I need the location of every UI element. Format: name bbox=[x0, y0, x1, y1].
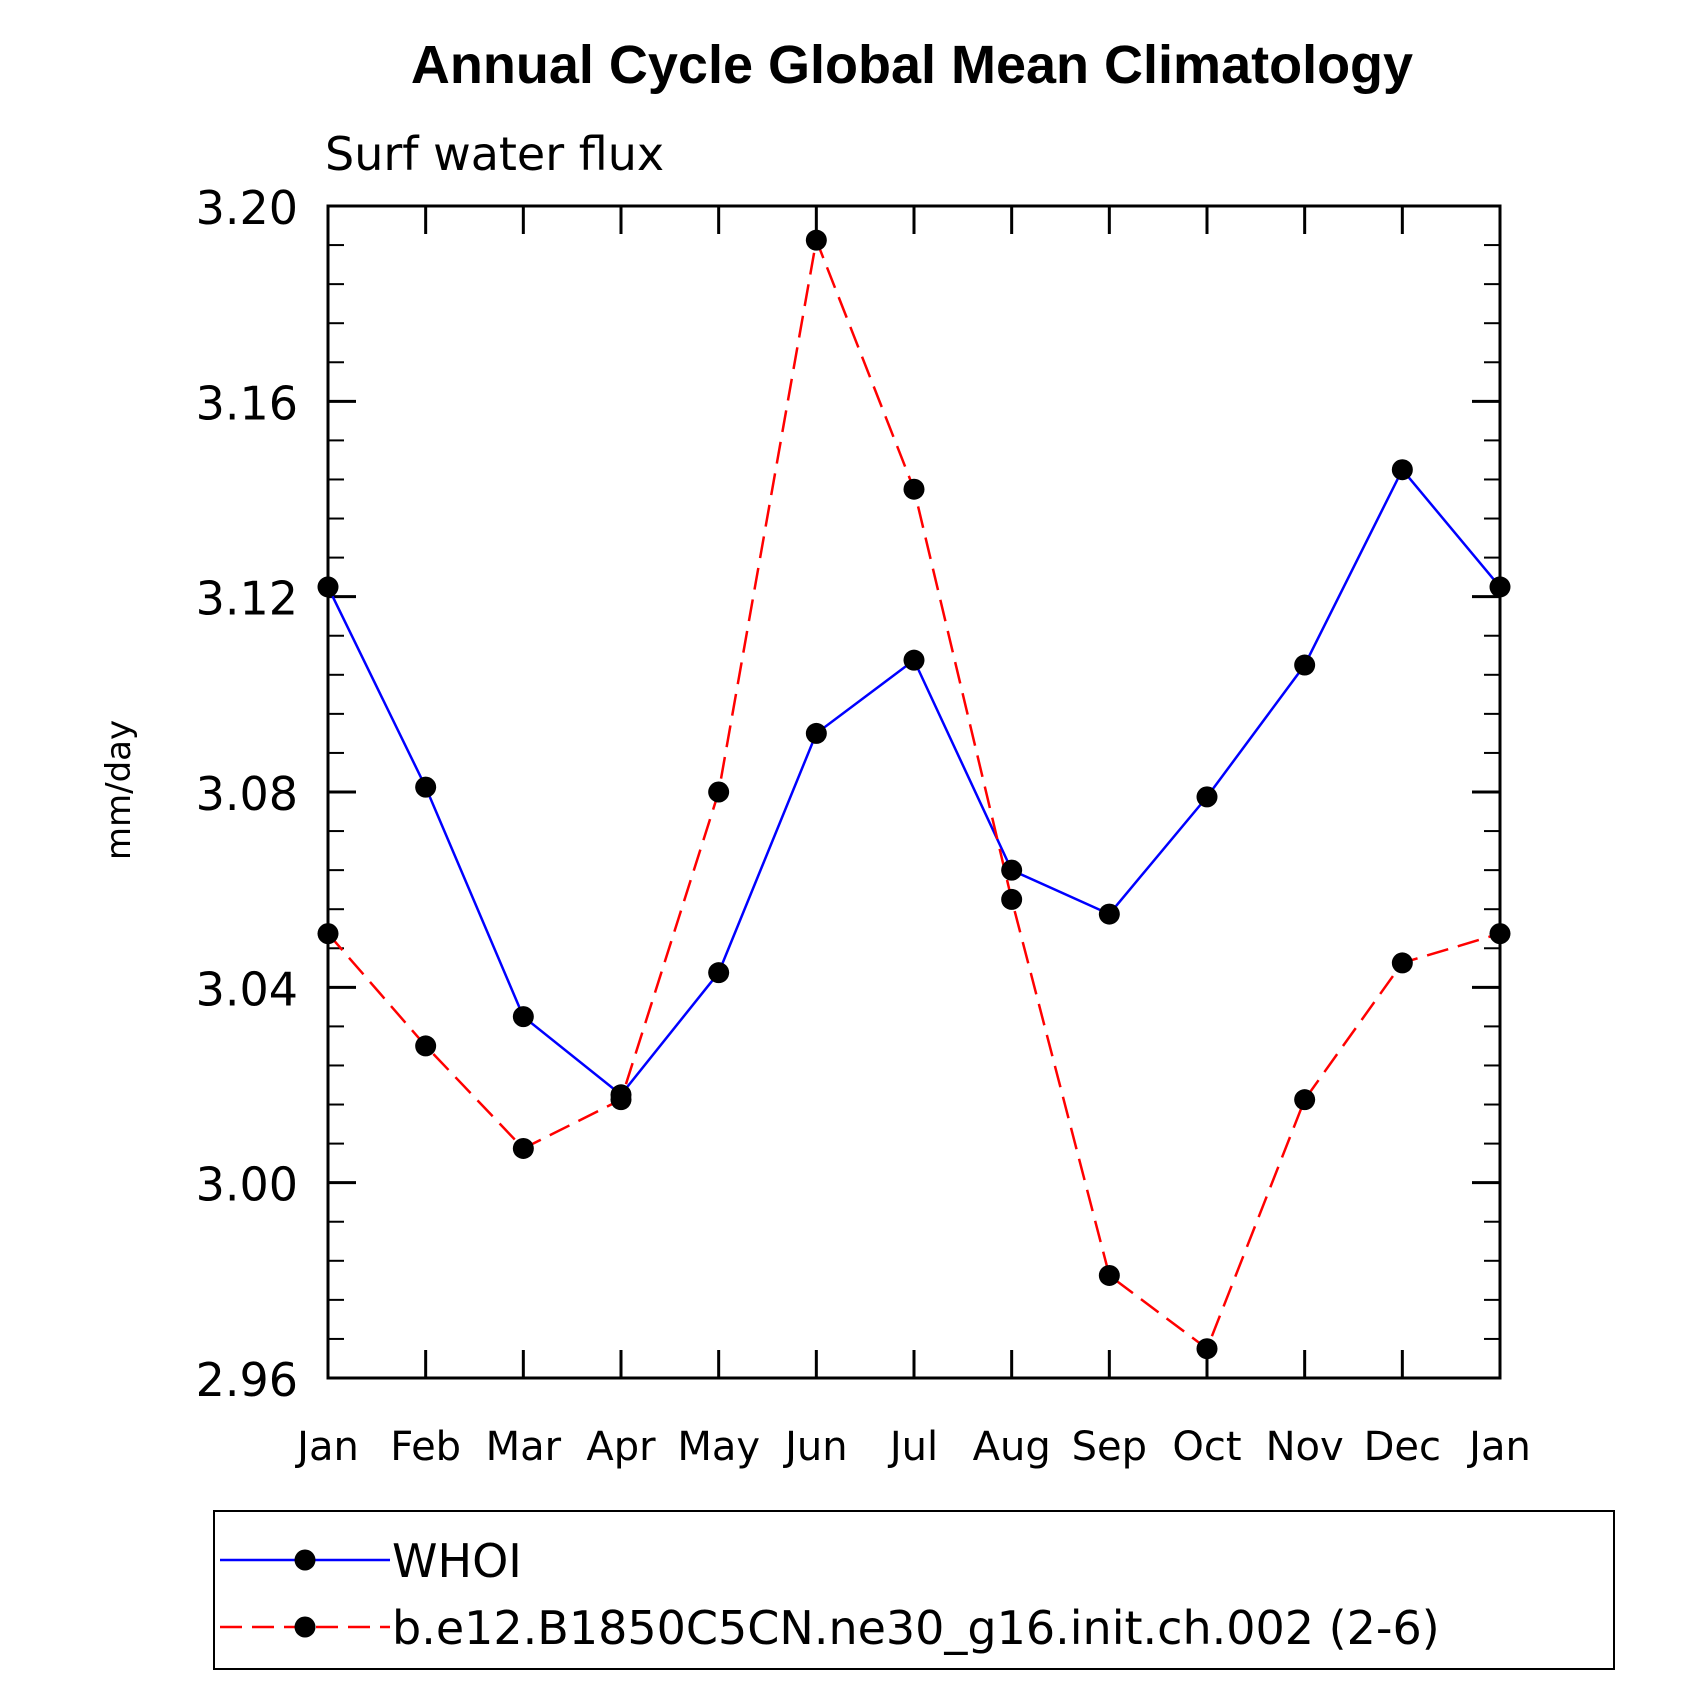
legend-label-2: b.e12.B1850C5CN.ne30_g16.init.ch.002 (2-… bbox=[392, 1601, 1440, 1655]
y-tick-label: 3.04 bbox=[196, 962, 298, 1016]
series-2-point bbox=[1294, 1089, 1316, 1111]
series-line-2 bbox=[327, 235, 1501, 1351]
series-2-point bbox=[1391, 952, 1413, 974]
plot-frame bbox=[326, 204, 1502, 1380]
series-1-point bbox=[1001, 859, 1023, 881]
x-tick-label: Oct bbox=[1172, 1424, 1241, 1470]
series-2-point bbox=[708, 781, 730, 803]
series-layer bbox=[317, 229, 1511, 1360]
x-tick-label: Aug bbox=[973, 1424, 1051, 1470]
legend-label-1: WHOI bbox=[392, 1534, 522, 1588]
series-2-point bbox=[512, 1137, 534, 1159]
x-tick-label: Dec bbox=[1364, 1424, 1441, 1470]
legend-box bbox=[213, 1510, 1615, 1670]
y-tick-label: 2.96 bbox=[196, 1353, 298, 1407]
y-tick-label: 3.16 bbox=[196, 376, 298, 430]
series-1-point bbox=[415, 776, 437, 798]
chart-title: Annual Cycle Global Mean Climatology bbox=[411, 35, 1413, 95]
x-tick-label: Jun bbox=[782, 1424, 848, 1470]
y-tick-label: 3.12 bbox=[196, 572, 298, 626]
series-1-point bbox=[903, 649, 925, 671]
series-2-point bbox=[610, 1089, 632, 1111]
series-1-point bbox=[1391, 459, 1413, 481]
series-2-point bbox=[805, 229, 827, 251]
x-tick-label: Jan bbox=[294, 1424, 359, 1470]
series-1-point bbox=[1196, 786, 1218, 808]
series-2-point bbox=[903, 478, 925, 500]
x-tick-label: Feb bbox=[390, 1424, 461, 1470]
y-axis-label: mm/day bbox=[99, 720, 139, 860]
chart-subtitle: Surf water flux bbox=[325, 127, 664, 181]
legend-marker-2 bbox=[294, 1616, 316, 1638]
series-2-point bbox=[1098, 1264, 1120, 1286]
series-1-point bbox=[708, 962, 730, 984]
series-1-point bbox=[1489, 576, 1511, 598]
series-1-point bbox=[1098, 903, 1120, 925]
y-tick-label: 3.00 bbox=[196, 1158, 298, 1212]
axes-layer: 2.96 3.00 3.04 3.08 3.12 3.16 3.20 Jan Feb Mar Apr… bbox=[196, 181, 1531, 1470]
series-1-point bbox=[512, 1006, 534, 1028]
legend-marker-1 bbox=[294, 1549, 316, 1571]
series-2-point bbox=[1001, 888, 1023, 910]
series-2-point bbox=[1489, 923, 1511, 945]
series-1-point bbox=[1294, 654, 1316, 676]
legend: WHOI b.e12.B1850C5CN.ne30_g16.init.ch.002… bbox=[213, 1510, 1615, 1670]
x-tick-label: Jan bbox=[1466, 1424, 1531, 1470]
series-2-point bbox=[1196, 1338, 1218, 1360]
y-tick-label: 3.08 bbox=[196, 767, 298, 821]
x-tick-label: Nov bbox=[1266, 1424, 1344, 1470]
x-tick-label: Sep bbox=[1072, 1424, 1147, 1470]
x-tick-label: Mar bbox=[486, 1424, 562, 1470]
y-tick-label: 3.20 bbox=[196, 181, 298, 235]
series-2-point bbox=[317, 923, 339, 945]
x-tick-label: Apr bbox=[586, 1424, 656, 1470]
series-1-point bbox=[317, 576, 339, 598]
x-tick-label: Jul bbox=[887, 1424, 938, 1470]
x-tick-label: May bbox=[677, 1424, 760, 1470]
series-1-point bbox=[805, 722, 827, 744]
series-2-point bbox=[415, 1035, 437, 1057]
series-line-1 bbox=[326, 467, 1501, 1097]
